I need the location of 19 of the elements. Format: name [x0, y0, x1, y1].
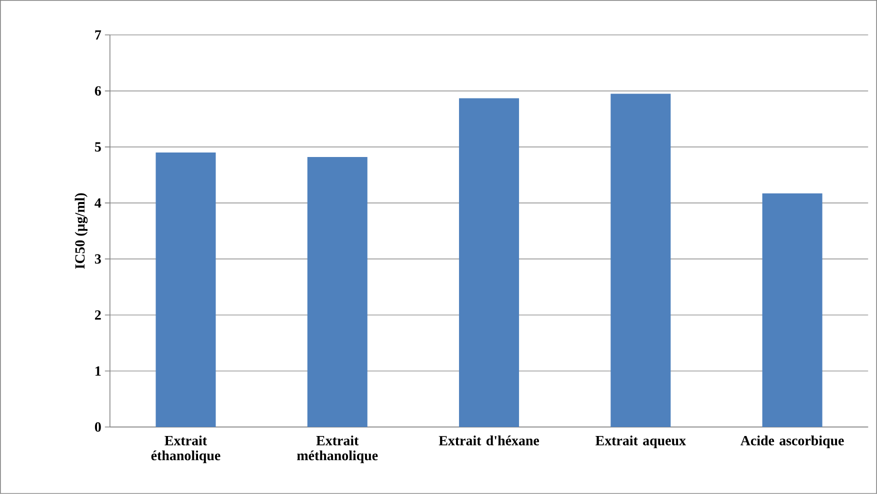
- y-tick-label: 3: [94, 254, 101, 264]
- x-tick-label: Extrait méthanolique: [297, 436, 378, 464]
- y-tick-label: 0: [94, 422, 101, 432]
- y-tick-label: 1: [96, 366, 101, 376]
- y-tick-label: 7: [95, 30, 102, 40]
- y-tick-label: 5: [94, 142, 101, 152]
- bar: [459, 98, 520, 428]
- x-tick-label: Acide ascorbique: [740, 436, 844, 448]
- x-tick-label: Extrait aqueux: [596, 436, 686, 448]
- y-tick-label: 6: [94, 86, 101, 96]
- x-tick-label: Extrait d'héxane: [438, 436, 540, 446]
- y-tick-label: 4: [94, 198, 102, 208]
- bar: [307, 157, 368, 428]
- y-axis-title: IC50 (µg/ml): [74, 193, 88, 269]
- y-tick-label: 2: [95, 310, 101, 320]
- bar: [762, 193, 822, 428]
- bar: [156, 152, 216, 428]
- x-tick-label: Extrait éthanolique: [151, 436, 220, 464]
- bar: [610, 94, 671, 428]
